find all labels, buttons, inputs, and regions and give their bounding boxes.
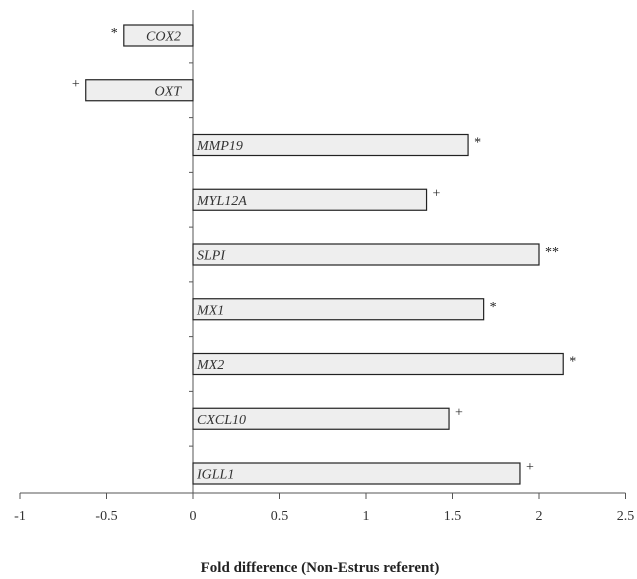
bar-myl12a [192, 188, 428, 211]
gene-label-oxt: OXT [155, 84, 183, 99]
plot-area: -1 -0.5 0 0.5 1 1.5 2 2.5 COX2 * OXT + MMP19 * MYL12A +… [14, 10, 634, 524]
gene-label-igll1: IGLL1 [196, 468, 234, 483]
significance-marker-mmp19: * [474, 136, 481, 151]
gene-label-mx1: MX1 [196, 303, 224, 318]
significance-marker-myl12a: + [433, 186, 441, 201]
x-tick-label: 1 [363, 509, 370, 524]
bar-oxt [85, 79, 194, 102]
significance-marker-igll1: + [526, 460, 534, 475]
x-tick-label: 1.5 [444, 509, 462, 524]
x-tick-label: -1 [14, 509, 26, 524]
significance-marker-cox2: * [111, 26, 118, 41]
bar-mx1 [192, 298, 485, 321]
bar-igll1 [192, 462, 521, 485]
bar-mx2 [192, 352, 564, 376]
gene-label-slpi: SLPI [197, 249, 226, 264]
bar-cox2 [123, 24, 194, 47]
significance-marker-mx1: * [490, 300, 497, 315]
x-axis-title: Fold difference (Non-Estrus referent) [201, 560, 440, 576]
gene-label-mmp19: MMP19 [196, 139, 243, 154]
x-tick-label: 2.5 [617, 509, 635, 524]
gene-label-myl12a: MYL12A [196, 194, 247, 209]
significance-marker-cxcl10: + [455, 405, 463, 420]
significance-marker-oxt: + [72, 77, 80, 92]
significance-marker-mx2: * [569, 355, 576, 370]
bar-slpi [192, 243, 540, 266]
bar-cxcl10 [192, 407, 450, 430]
bar-mmp19 [192, 133, 469, 157]
gene-label-mx2: MX2 [196, 358, 224, 373]
gene-label-cox2: COX2 [146, 30, 181, 45]
x-tick-label: -0.5 [95, 509, 117, 524]
x-tick-label: 0 [190, 509, 197, 524]
significance-marker-slpi: ** [545, 245, 559, 260]
x-tick-label: 2 [536, 509, 543, 524]
x-tick-label: 0.5 [271, 509, 289, 524]
gene-label-cxcl10: CXCL10 [197, 413, 246, 428]
